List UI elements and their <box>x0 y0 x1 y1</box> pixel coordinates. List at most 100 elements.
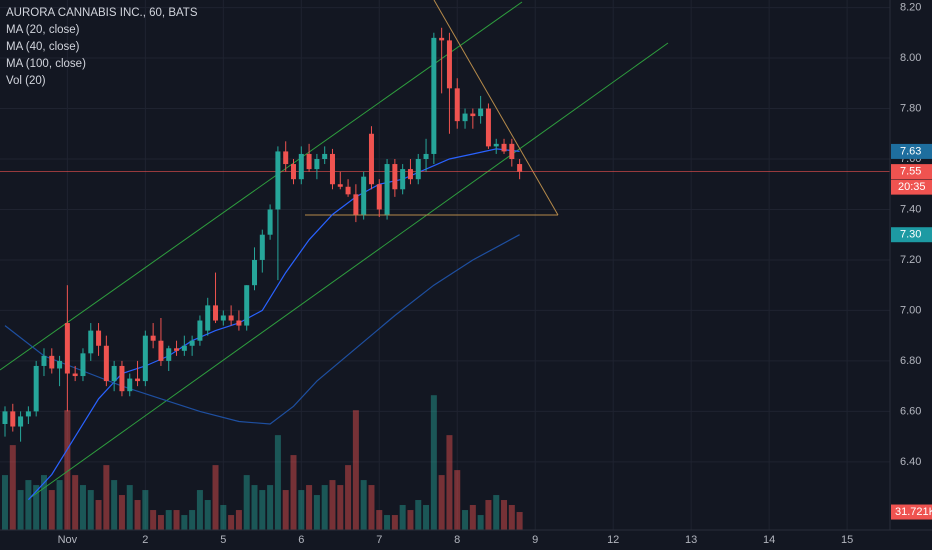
candle-body <box>189 340 195 346</box>
candle-body <box>446 40 452 89</box>
candle-body <box>111 365 117 382</box>
channel-lower <box>29 42 669 499</box>
volume-bar <box>126 485 133 530</box>
y-tick-label: 8.00 <box>900 52 921 64</box>
candle-body <box>174 348 180 351</box>
ma-badge: 7.30 <box>900 229 921 241</box>
candle-body <box>298 153 304 180</box>
x-tick-label: 13 <box>685 534 697 546</box>
candle-body <box>415 159 421 180</box>
candle-body <box>127 378 133 392</box>
candle-body <box>142 335 148 382</box>
volume-bar <box>352 410 359 530</box>
candle-body <box>64 323 70 374</box>
volume-bar <box>337 485 344 530</box>
volume-bar <box>40 475 47 530</box>
volume-bar <box>196 490 203 530</box>
volume-bar <box>87 490 94 530</box>
volume-bar <box>407 510 414 530</box>
volume-bar <box>228 515 235 530</box>
volume-bar <box>9 445 16 530</box>
volume-bar <box>72 475 79 530</box>
candle-body <box>392 164 398 190</box>
candle-body <box>103 345 109 382</box>
volume-bar <box>235 510 242 530</box>
x-tick-label: 15 <box>841 534 853 546</box>
candle-body <box>322 153 328 159</box>
ma-badge-bg <box>891 227 932 243</box>
volume-bar <box>212 465 219 530</box>
volume-bar <box>64 410 71 530</box>
candle-body <box>384 164 390 215</box>
candle-body <box>205 305 211 331</box>
volume-pane <box>1 395 523 530</box>
candle-body <box>400 169 406 190</box>
candle-body <box>275 151 281 210</box>
candle-body <box>197 320 203 341</box>
candle-body <box>454 88 460 122</box>
price-badges: 7.63 7.30 7.55 20:35 31.721K <box>891 143 932 520</box>
candle-body <box>18 416 24 427</box>
candle-body <box>119 365 125 392</box>
candle-body <box>329 153 335 185</box>
candle-body <box>236 320 242 326</box>
volume-bar <box>267 485 274 530</box>
candle-body <box>431 37 437 154</box>
ma-badge-bg <box>891 143 932 159</box>
candle-body <box>72 373 78 377</box>
volume-bar <box>469 505 476 530</box>
volume-bar <box>173 510 180 530</box>
volume-bar <box>508 505 515 530</box>
volume-bar <box>438 475 445 530</box>
x-tick-label: Nov <box>58 534 78 546</box>
volume-bar <box>446 435 453 530</box>
x-tick-label: 2 <box>142 534 148 546</box>
volume-bar <box>243 475 250 530</box>
candle-body <box>96 330 102 346</box>
volume-bar <box>306 485 313 530</box>
candles <box>2 27 523 442</box>
y-tick-label: 6.80 <box>900 355 921 367</box>
volume-bar <box>423 505 430 530</box>
candle-body <box>314 159 320 170</box>
candle-body <box>439 37 445 41</box>
volume-bar <box>282 490 289 530</box>
legend: AURORA CANNABIS INC., 60, BATS MA (20, c… <box>6 7 198 87</box>
candle-body <box>361 176 367 215</box>
volume-bar <box>95 500 102 530</box>
candle-body <box>478 108 484 117</box>
y-tick-label: 7.00 <box>900 304 921 316</box>
volume-bar <box>290 455 297 530</box>
volume-bar <box>259 490 266 530</box>
volume-bar <box>142 490 149 530</box>
candle-body <box>353 194 359 215</box>
candle-body <box>376 184 382 210</box>
volume-bar <box>462 510 469 530</box>
volume-bar <box>360 480 367 530</box>
x-tick-label: 8 <box>454 534 460 546</box>
y-tick-label: 8.20 <box>900 1 921 13</box>
volume-bar <box>430 395 437 530</box>
last-price-badge: 7.55 <box>900 166 921 178</box>
candle-body <box>470 113 476 117</box>
countdown-bg <box>891 179 932 195</box>
candle-body <box>462 113 468 122</box>
ma-badge: 7.63 <box>900 145 921 157</box>
candle-body <box>337 184 343 187</box>
volume-bar <box>454 470 461 530</box>
volume-bar <box>17 490 24 530</box>
volume-bar <box>111 480 118 530</box>
volume-bar <box>1 475 8 530</box>
volume-bar <box>384 515 391 530</box>
candle-body <box>150 335 156 341</box>
candle-body <box>252 259 258 286</box>
candle-body <box>2 411 8 424</box>
candle-body <box>368 133 374 185</box>
volume-bar <box>48 490 55 530</box>
ma-line <box>27 148 520 501</box>
moving-averages <box>0 148 890 501</box>
volume-bar <box>103 465 110 530</box>
volume-bar <box>493 495 500 530</box>
candle-body <box>517 164 523 172</box>
